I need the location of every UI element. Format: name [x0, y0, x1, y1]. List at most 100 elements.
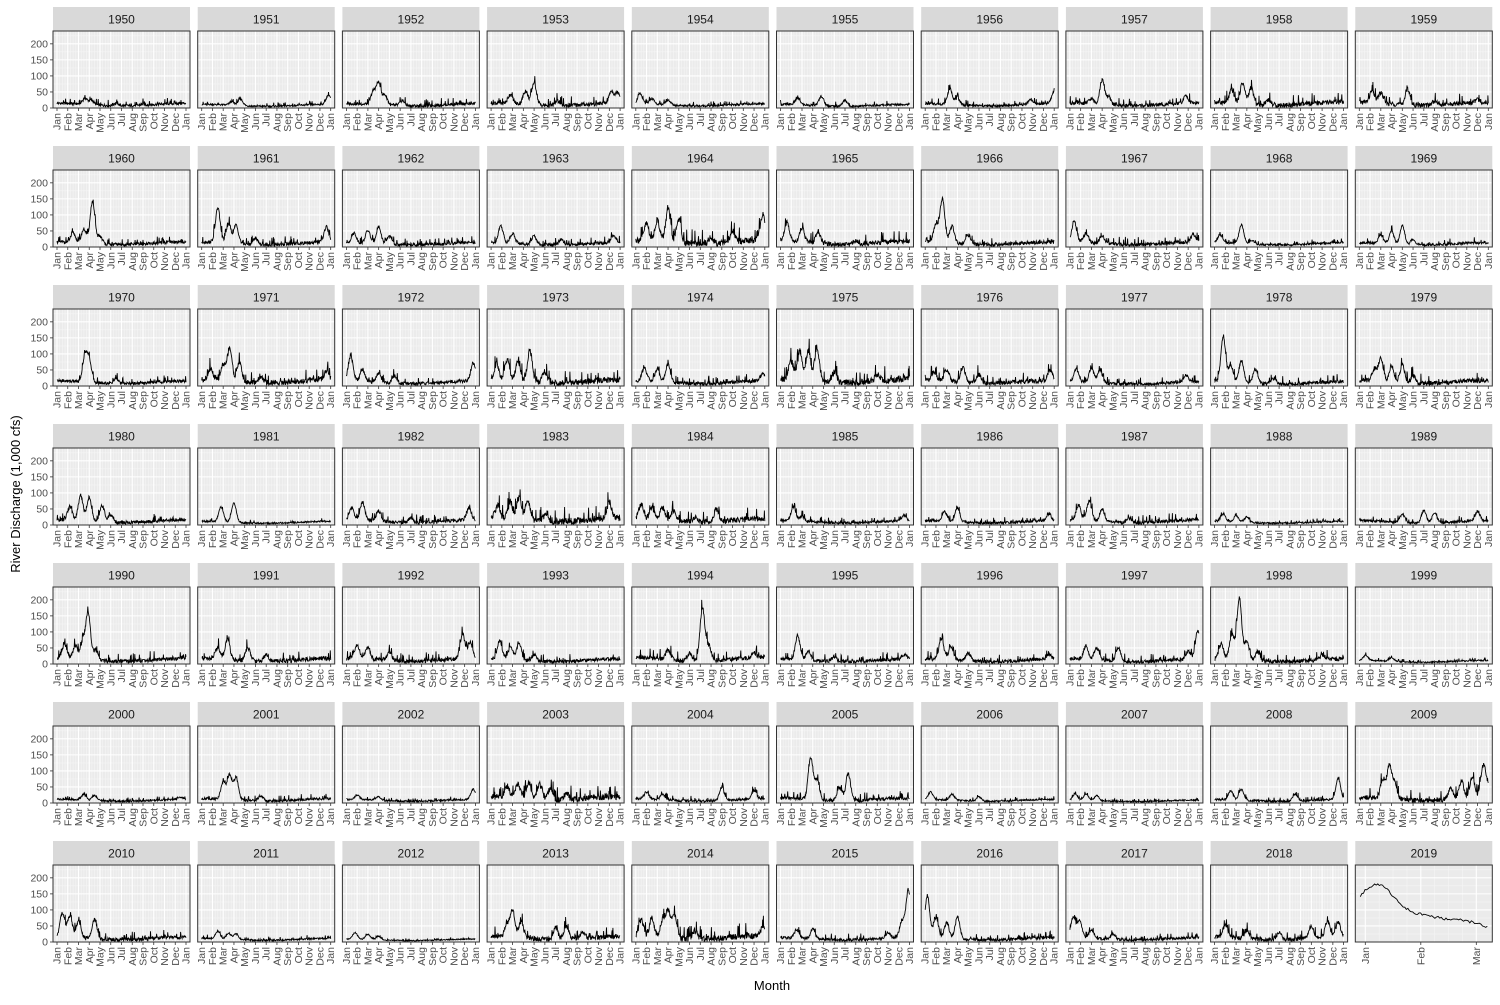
- x-tick-label: Jan: [470, 252, 482, 269]
- x-tick-label: Jan: [325, 252, 337, 269]
- x-tick-label: Jan: [1049, 113, 1061, 130]
- facet-label: 1964: [687, 152, 714, 166]
- y-tick-label: 0: [42, 381, 48, 393]
- facet-label: 1994: [687, 569, 714, 583]
- y-tick-label: 100: [30, 348, 48, 360]
- facet-label: 1973: [542, 291, 569, 305]
- facet-label: 1988: [1266, 430, 1293, 444]
- x-tick-label: Jan: [325, 113, 337, 130]
- y-tick-label: 50: [36, 781, 48, 793]
- x-tick-label: Jan: [904, 391, 916, 408]
- facet-label: 1963: [542, 152, 569, 166]
- x-tick-label: Jan: [1483, 669, 1495, 686]
- x-axis-title: Month: [754, 978, 790, 993]
- facet-label: 1995: [832, 569, 859, 583]
- facet-label: 1965: [832, 152, 859, 166]
- facet-label: 1977: [1121, 291, 1148, 305]
- facet-label: 1987: [1121, 430, 1148, 444]
- y-tick-label: 150: [30, 610, 48, 622]
- x-tick-label: Jan: [1049, 530, 1061, 547]
- x-tick-label: Jan: [1193, 530, 1205, 547]
- facet-label: 1979: [1410, 291, 1437, 305]
- facet-label: 1982: [398, 430, 425, 444]
- x-tick-label: Jan: [1338, 669, 1350, 686]
- facet-label: 1950: [108, 13, 135, 27]
- facet-label: 1992: [398, 569, 425, 583]
- y-tick-label: 100: [30, 765, 48, 777]
- x-tick-label: Jan: [181, 391, 193, 408]
- facet-label: 1993: [542, 569, 569, 583]
- facet-label: 1953: [542, 13, 569, 27]
- facet-label: 1959: [1410, 13, 1437, 27]
- facet-label: 1952: [398, 13, 425, 27]
- facet-label: 1990: [108, 569, 135, 583]
- facet-label: 1978: [1266, 291, 1293, 305]
- x-tick-label: Jan: [615, 252, 627, 269]
- x-tick-label: Jan: [181, 113, 193, 130]
- facet-label: 1974: [687, 291, 714, 305]
- facet-label: 1966: [976, 152, 1003, 166]
- x-tick-label: Jan: [615, 391, 627, 408]
- y-tick-label: 0: [42, 659, 48, 671]
- facet-label: 1985: [832, 430, 859, 444]
- facet-label: 1954: [687, 13, 714, 27]
- y-tick-label: 100: [30, 487, 48, 499]
- x-tick-label: Jan: [615, 808, 627, 825]
- x-tick-label: Jan: [759, 113, 771, 130]
- y-tick-label: 200: [30, 177, 48, 189]
- y-tick-label: 0: [42, 520, 48, 532]
- x-tick-label: Jan: [181, 808, 193, 825]
- x-tick-label: Jan: [615, 113, 627, 130]
- facet-label: 1961: [253, 152, 280, 166]
- facet-label: 1962: [398, 152, 425, 166]
- facet-label: 1970: [108, 291, 135, 305]
- facet-label: 2000: [108, 708, 135, 722]
- facet-label: 2001: [253, 708, 280, 722]
- x-tick-label: Jan: [759, 530, 771, 547]
- x-tick-label: Jan: [325, 808, 337, 825]
- facet-label: 1969: [1410, 152, 1437, 166]
- y-tick-label: 50: [36, 225, 48, 237]
- x-tick-label: Jan: [1338, 113, 1350, 130]
- x-tick-label: Jan: [181, 669, 193, 686]
- x-tick-label: Jan: [1483, 530, 1495, 547]
- facet-label: 2002: [398, 708, 425, 722]
- x-tick-label: Jan: [904, 669, 916, 686]
- y-tick-label: 200: [30, 733, 48, 745]
- y-tick-label: 150: [30, 471, 48, 483]
- x-tick-label: Jan: [325, 669, 337, 686]
- y-tick-label: 150: [30, 193, 48, 205]
- x-tick-label: Jan: [181, 252, 193, 269]
- y-tick-label: 200: [30, 455, 48, 467]
- facet-label: 1976: [976, 291, 1003, 305]
- facet-label: 2003: [542, 708, 569, 722]
- y-tick-label: 200: [30, 316, 48, 328]
- x-tick-label: Jan: [904, 530, 916, 547]
- facet-label: 1986: [976, 430, 1003, 444]
- x-tick-label: Jan: [181, 530, 193, 547]
- y-tick-label: 50: [36, 86, 48, 98]
- y-axis-title: River Discharge (1,000 cfs): [8, 415, 23, 573]
- facet-label: 1972: [398, 291, 425, 305]
- facet-label: 1999: [1410, 569, 1437, 583]
- facet-label: 1998: [1266, 569, 1293, 583]
- facet-label: 2004: [687, 708, 714, 722]
- y-tick-label: 200: [30, 38, 48, 50]
- x-tick-label: Jan: [1338, 530, 1350, 547]
- facet-label: 1968: [1266, 152, 1293, 166]
- x-tick-label: Jan: [1193, 113, 1205, 130]
- facet-label: 1958: [1266, 13, 1293, 27]
- facet-label: 1981: [253, 430, 280, 444]
- y-tick-label: 150: [30, 54, 48, 66]
- x-tick-label: Jan: [904, 252, 916, 269]
- x-tick-label: Jan: [470, 669, 482, 686]
- y-tick-label: 0: [42, 242, 48, 254]
- y-tick-label: 50: [36, 364, 48, 376]
- x-tick-label: Jan: [1483, 252, 1495, 269]
- facet-label: 1967: [1121, 152, 1148, 166]
- facet-label: 1975: [832, 291, 859, 305]
- facet-label: 1996: [976, 569, 1003, 583]
- x-tick-label: Jan: [904, 113, 916, 130]
